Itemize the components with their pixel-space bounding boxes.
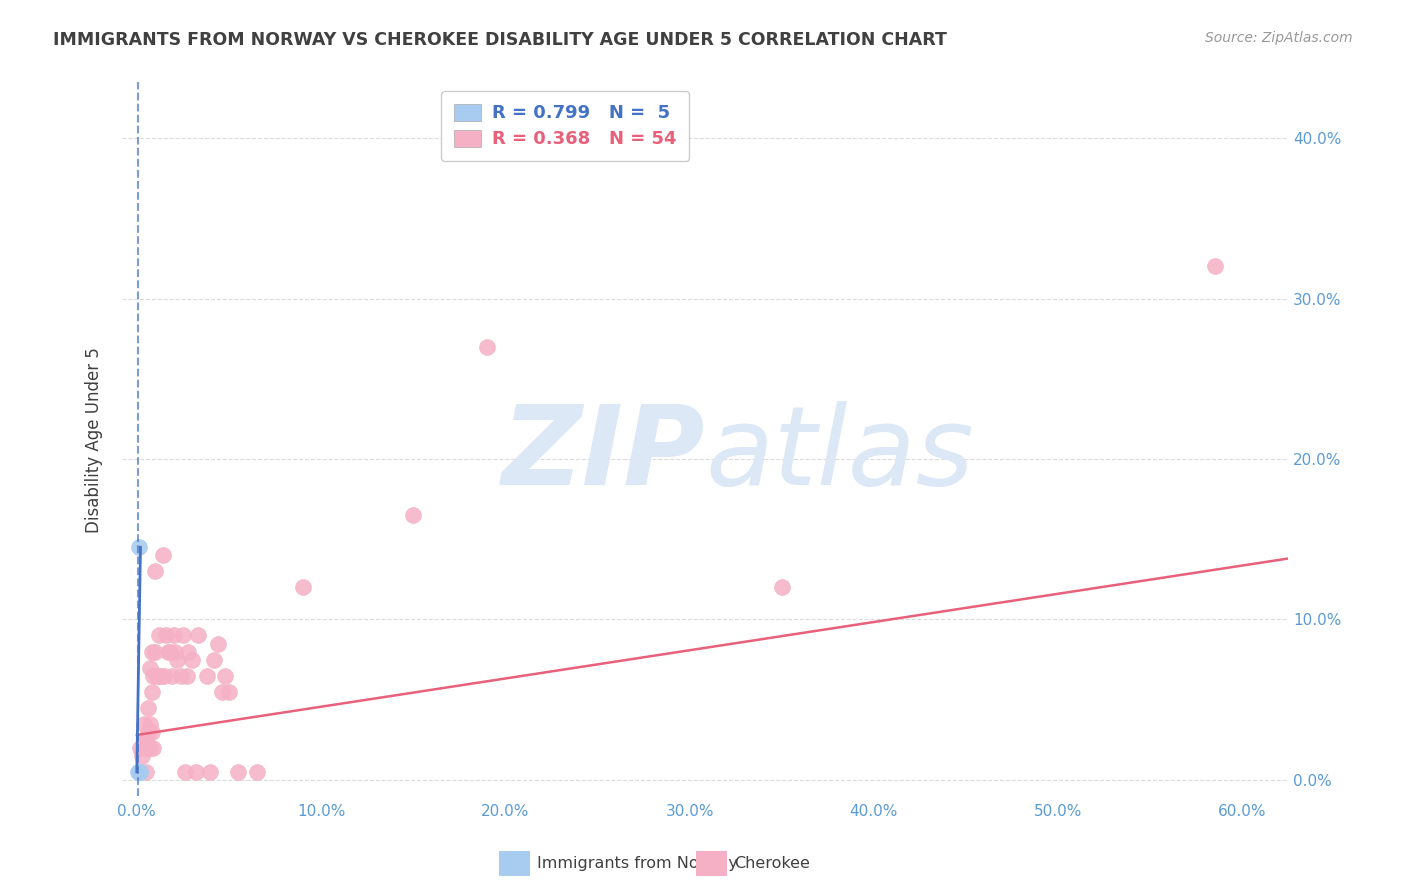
Point	[129, 764, 152, 779]
Point	[141, 684, 163, 698]
Point	[172, 628, 194, 642]
Point	[141, 724, 163, 739]
Point	[165, 644, 187, 658]
Point	[148, 628, 170, 642]
Point	[214, 668, 236, 682]
Point	[138, 660, 160, 674]
Point	[184, 764, 207, 779]
Point	[163, 628, 186, 642]
Point	[128, 540, 150, 554]
Text: atlas: atlas	[706, 401, 974, 508]
Point	[136, 700, 159, 714]
Point	[195, 668, 218, 682]
Text: Immigrants from Norway: Immigrants from Norway	[537, 856, 738, 871]
Point	[245, 764, 267, 779]
Point	[173, 764, 195, 779]
Text: Source: ZipAtlas.com: Source: ZipAtlas.com	[1205, 31, 1353, 45]
Point	[134, 732, 156, 747]
Point	[200, 764, 222, 779]
Text: ZIP: ZIP	[502, 401, 706, 508]
Point	[176, 668, 198, 682]
Point	[143, 564, 166, 578]
Point	[166, 652, 188, 666]
Text: Cherokee: Cherokee	[734, 856, 810, 871]
Legend: R = 0.799   N =  5, R = 0.368   N = 54: R = 0.799 N = 5, R = 0.368 N = 54	[441, 91, 689, 161]
Point	[211, 684, 233, 698]
Point	[143, 644, 166, 658]
Point	[135, 732, 157, 747]
Point	[138, 716, 160, 731]
Point	[128, 764, 150, 779]
Point	[142, 668, 165, 682]
Point	[128, 764, 150, 779]
Point	[291, 580, 314, 594]
Point	[129, 740, 152, 755]
Point	[149, 668, 172, 682]
Point	[770, 580, 793, 594]
Point	[155, 628, 177, 642]
Point	[134, 716, 156, 731]
Point	[136, 724, 159, 739]
Point	[141, 644, 163, 658]
Point	[153, 668, 176, 682]
Point	[146, 668, 169, 682]
Point	[138, 740, 160, 755]
Point	[1204, 260, 1226, 274]
Point	[152, 548, 174, 562]
Point	[127, 764, 149, 779]
Point	[475, 340, 498, 354]
Point	[402, 508, 425, 523]
Point	[135, 740, 157, 755]
Point	[207, 636, 229, 650]
Point	[159, 644, 181, 658]
Point	[160, 668, 183, 682]
Point	[148, 668, 170, 682]
Point	[157, 644, 180, 658]
Point	[181, 652, 204, 666]
Point	[177, 644, 200, 658]
Text: IMMIGRANTS FROM NORWAY VS CHEROKEE DISABILITY AGE UNDER 5 CORRELATION CHART: IMMIGRANTS FROM NORWAY VS CHEROKEE DISAB…	[53, 31, 948, 49]
Point	[187, 628, 209, 642]
Point	[131, 748, 153, 763]
Point	[226, 764, 249, 779]
Point	[142, 740, 165, 755]
Y-axis label: Disability Age Under 5: Disability Age Under 5	[86, 348, 103, 533]
Point	[170, 668, 193, 682]
Point	[135, 764, 157, 779]
Point	[202, 652, 225, 666]
Point	[218, 684, 240, 698]
